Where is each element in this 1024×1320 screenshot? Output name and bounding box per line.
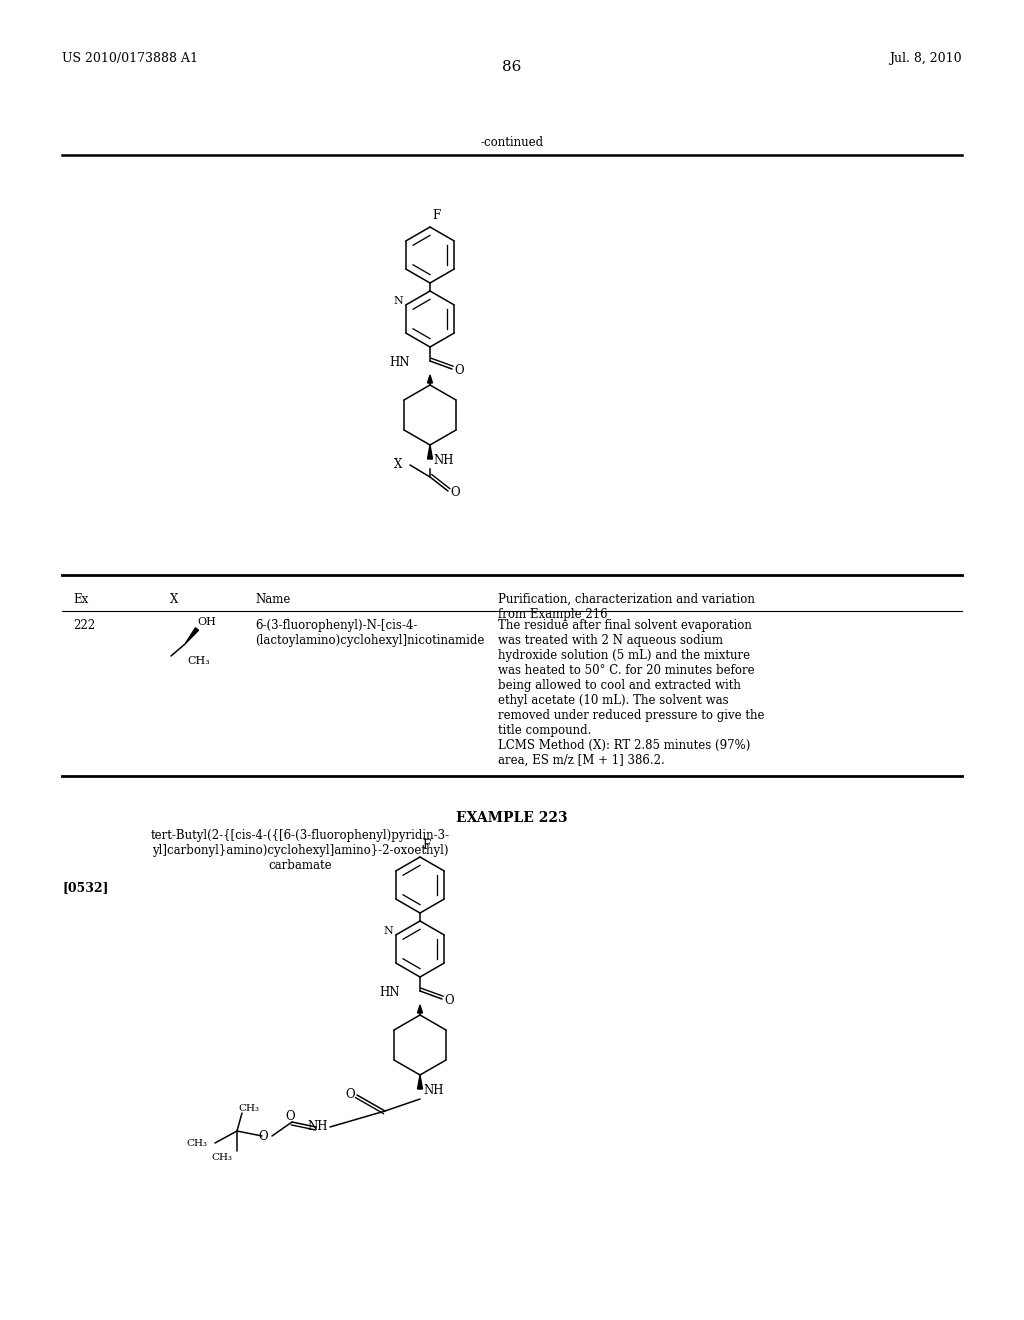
- Text: X: X: [393, 458, 402, 471]
- Text: O: O: [444, 994, 454, 1007]
- Text: Purification, characterization and variation
from Example 216: Purification, characterization and varia…: [498, 593, 755, 620]
- Text: Jul. 8, 2010: Jul. 8, 2010: [890, 51, 962, 65]
- Text: N: N: [384, 925, 393, 936]
- Text: NH: NH: [423, 1085, 443, 1097]
- Text: -continued: -continued: [480, 136, 544, 149]
- Polygon shape: [418, 1005, 423, 1012]
- Text: EXAMPLE 223: EXAMPLE 223: [456, 810, 568, 825]
- Text: CH₃: CH₃: [186, 1138, 207, 1147]
- Text: F: F: [432, 209, 440, 222]
- Text: 6-(3-fluorophenyl)-N-[cis-4-
(lactoylamino)cyclohexyl]nicotinamide: 6-(3-fluorophenyl)-N-[cis-4- (lactoylami…: [255, 619, 484, 647]
- Text: X: X: [170, 593, 178, 606]
- Text: tert-Butyl(2-{[cis-4-({[6-(3-fluorophenyl)pyridin-3-
yl]carbonyl}amino)cyclohexy: tert-Butyl(2-{[cis-4-({[6-(3-fluoropheny…: [151, 829, 450, 873]
- Text: F: F: [422, 840, 430, 851]
- Text: US 2010/0173888 A1: US 2010/0173888 A1: [62, 51, 198, 65]
- Text: O: O: [454, 364, 464, 378]
- Text: The residue after final solvent evaporation
was treated with 2 N aqueous sodium
: The residue after final solvent evaporat…: [498, 619, 765, 767]
- Text: NH: NH: [433, 454, 454, 467]
- Text: NH: NH: [307, 1121, 328, 1134]
- Text: 86: 86: [503, 59, 521, 74]
- Text: Name: Name: [255, 593, 291, 606]
- Text: OH: OH: [197, 616, 216, 627]
- Polygon shape: [418, 1074, 423, 1089]
- Text: [0532]: [0532]: [62, 880, 109, 894]
- Text: O: O: [258, 1130, 268, 1143]
- Text: N: N: [393, 296, 403, 306]
- Text: O: O: [450, 487, 460, 499]
- Text: HN: HN: [389, 356, 410, 370]
- Text: CH₃: CH₃: [239, 1104, 259, 1113]
- Text: HN: HN: [380, 986, 400, 999]
- Polygon shape: [427, 445, 432, 459]
- Polygon shape: [427, 375, 432, 383]
- Text: 222: 222: [73, 619, 95, 632]
- Text: CH₃: CH₃: [187, 656, 210, 667]
- Text: O: O: [345, 1089, 355, 1101]
- Text: Ex: Ex: [73, 593, 88, 606]
- Text: O: O: [286, 1110, 295, 1123]
- Text: CH₃: CH₃: [211, 1152, 232, 1162]
- Polygon shape: [185, 628, 199, 644]
